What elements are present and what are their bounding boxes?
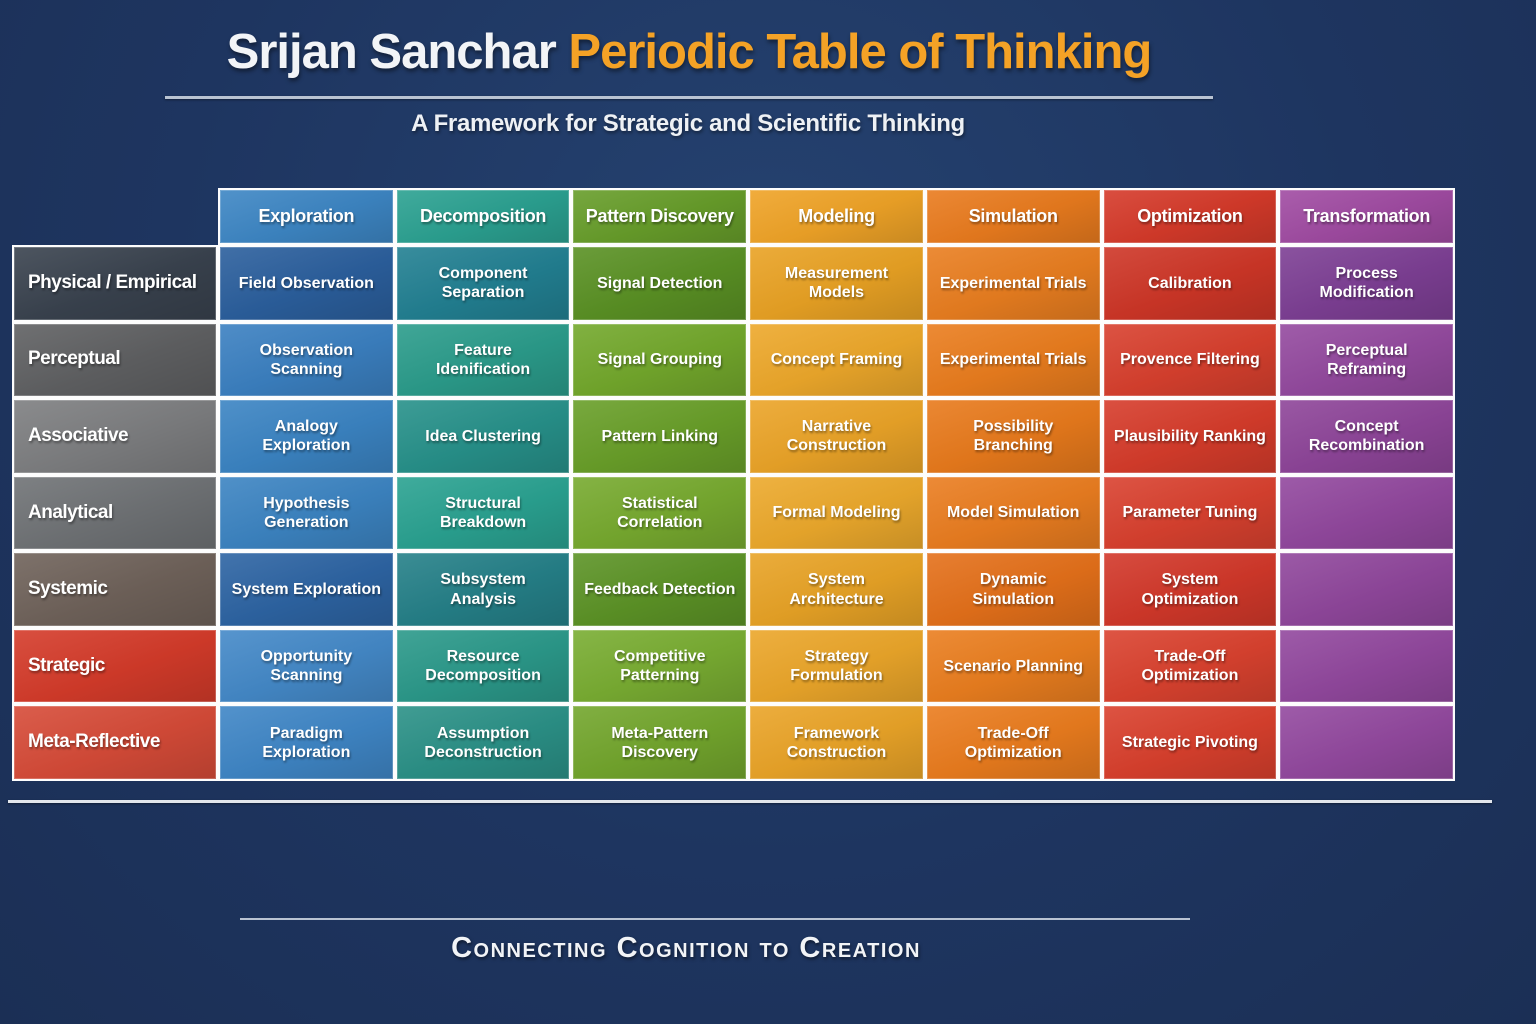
periodic-table: Exploration Decomposition Pattern Discov… (12, 188, 1455, 781)
page-title: Srijan Sanchar Periodic Table of Thinkin… (0, 24, 1378, 80)
column-header-modeling: Modeling (748, 188, 925, 245)
table-cell: Subsystem Analysis (394, 551, 572, 628)
table-cell: Structural Breakdown (394, 474, 572, 552)
table-cell: Trade-Off Optimization (1101, 627, 1279, 705)
column-header-decomposition: Decomposition (394, 188, 572, 245)
table-cell: Formal Modeling (748, 474, 925, 552)
table-cell: Concept Recombination (1278, 398, 1455, 475)
table-cell: Feedback Detection (571, 551, 749, 628)
table-cell: Feature Idenification (394, 321, 572, 399)
table-cell: Measurement Models (748, 245, 925, 322)
table-cell-empty (1278, 474, 1455, 552)
page-subtitle: A Framework for Strategic and Scientific… (411, 110, 965, 137)
table-cell: Meta-Pattern Discovery (571, 704, 749, 781)
table-cell: Idea Clustering (394, 398, 572, 475)
row-header-systemic: Systemic (12, 551, 218, 628)
table-cell: Strategic Pivoting (1101, 704, 1279, 781)
row-header-physical-empirical: Physical / Empirical (12, 245, 218, 322)
title-accent: Periodic Table of Thinking (568, 25, 1152, 79)
table-cell: Scenario Planning (924, 627, 1102, 705)
footer-divider-line (240, 918, 1190, 920)
table-cell: Framework Construction (748, 704, 925, 781)
table-cell: Concept Framing (748, 321, 925, 399)
table-cell: Signal Detection (571, 245, 749, 322)
row-header-associative: Associative (12, 398, 218, 475)
table-cell-empty (1278, 627, 1455, 705)
table-cell: Provence Filtering (1101, 321, 1279, 399)
column-header-transformation: Transformation (1278, 188, 1455, 245)
table-cell: Trade-Off Optimization (924, 704, 1102, 781)
table-cell: Competitive Patterning (571, 627, 749, 705)
table-cell: Calibration (1101, 245, 1279, 322)
table-bottom-divider-line (8, 800, 1492, 803)
title-divider-line (165, 96, 1213, 99)
table-cell: Observation Scanning (218, 321, 395, 399)
table-cell: Hypothesis Generation (218, 474, 395, 552)
row-header-meta-reflective: Meta-Reflective (12, 704, 218, 781)
table-cell: Parameter Tuning (1101, 474, 1279, 552)
table-cell: Opportunity Scanning (218, 627, 395, 705)
table-cell: Narrative Construction (748, 398, 925, 475)
row-header-strategic: Strategic (12, 627, 218, 705)
table-cell: Statistical Correlation (571, 474, 749, 552)
table-cell: Assumption Deconstruction (394, 704, 572, 781)
table-cell: Model Simulation (924, 474, 1102, 552)
table-cell: System Optimization (1101, 551, 1279, 628)
column-header-pattern-discovery: Pattern Discovery (571, 188, 749, 245)
column-header-exploration: Exploration (218, 188, 395, 245)
table-cell: Pattern Linking (571, 398, 749, 475)
table-cell: System Architecture (748, 551, 925, 628)
row-header-perceptual: Perceptual (12, 321, 218, 399)
table-cell: Possibility Branching (924, 398, 1102, 475)
table-cell: Process Modification (1278, 245, 1455, 322)
footer-tagline: Connecting Cognition to Creation (451, 932, 921, 964)
column-header-optimization: Optimization (1101, 188, 1279, 245)
table-cell: Field Observation (218, 245, 395, 322)
table-cell: Analogy Exploration (218, 398, 395, 475)
table-cell: Dynamic Simulation (924, 551, 1102, 628)
table-cell: Strategy Formulation (748, 627, 925, 705)
table-corner-spacer (12, 188, 218, 245)
row-header-analytical: Analytical (12, 474, 218, 552)
table-cell-empty (1278, 551, 1455, 628)
table-cell: Paradigm Exploration (218, 704, 395, 781)
table-cell: Perceptual Reframing (1278, 321, 1455, 399)
table-cell: Experimental Trials (924, 321, 1102, 399)
table-cell: Experimental Trials (924, 245, 1102, 322)
table-cell: Signal Grouping (571, 321, 749, 399)
column-header-simulation: Simulation (924, 188, 1102, 245)
table-cell: Component Separation (394, 245, 572, 322)
table-cell: System Exploration (218, 551, 395, 628)
table-cell-empty (1278, 704, 1455, 781)
table-cell: Resource Decomposition (394, 627, 572, 705)
table-cell: Plausibility Ranking (1101, 398, 1279, 475)
title-prefix: Srijan Sanchar (226, 25, 569, 79)
